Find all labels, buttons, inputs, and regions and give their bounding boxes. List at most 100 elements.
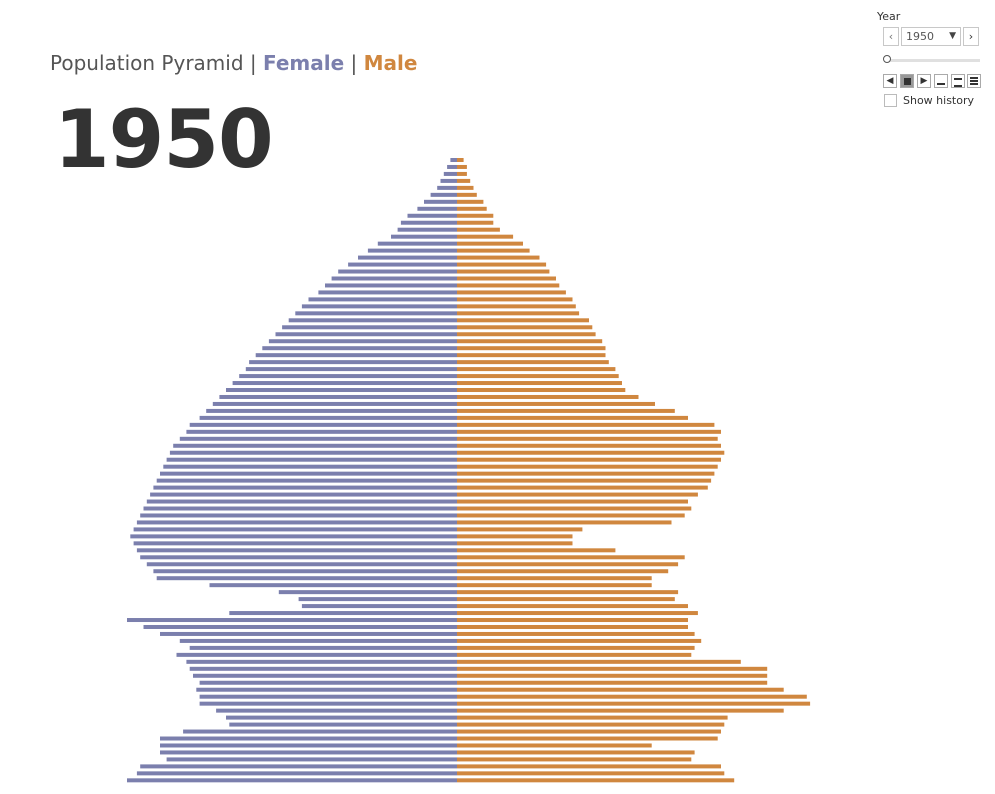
male-bar	[457, 443, 721, 448]
female-bar	[193, 673, 457, 678]
female-bar	[160, 750, 457, 755]
male-bar	[457, 158, 464, 162]
male-bar	[457, 729, 721, 734]
male-bar	[457, 381, 622, 386]
female-bar	[262, 346, 457, 351]
male-bar	[457, 541, 573, 546]
speed-medium-icon[interactable]	[951, 74, 965, 88]
female-bar	[440, 178, 457, 183]
year-slider-track[interactable]	[887, 59, 980, 62]
male-bar	[457, 778, 735, 783]
male-bar	[457, 464, 718, 469]
female-bar	[295, 311, 457, 316]
male-bar	[457, 178, 471, 183]
female-bar	[377, 241, 457, 246]
female-bar	[308, 297, 457, 302]
female-bar	[140, 513, 457, 518]
female-bar	[153, 485, 457, 490]
stop-icon[interactable]	[900, 74, 914, 88]
male-bar	[457, 367, 616, 372]
male-bar	[457, 401, 655, 406]
year-select[interactable]: 1950 ▼	[901, 27, 961, 46]
female-bar	[219, 394, 457, 399]
male-bar	[457, 220, 494, 225]
female-bar	[160, 736, 457, 741]
male-bar	[457, 353, 606, 358]
female-bar	[407, 213, 457, 218]
male-bar	[457, 499, 688, 504]
male-bar	[457, 485, 708, 490]
male-bar	[457, 708, 784, 713]
female-bar	[391, 234, 457, 239]
play-backward-icon[interactable]: ◀	[883, 74, 897, 88]
show-history-checkbox[interactable]	[884, 94, 897, 107]
female-bar	[199, 680, 457, 685]
male-bar	[457, 290, 566, 295]
female-bar	[160, 631, 457, 636]
female-bar	[133, 541, 457, 546]
female-bar	[146, 562, 458, 567]
female-bar	[239, 374, 457, 379]
female-bar	[229, 611, 457, 616]
male-bar	[457, 422, 715, 427]
year-slider-handle[interactable]	[883, 55, 891, 63]
female-bar	[400, 220, 457, 225]
male-bar	[457, 339, 603, 344]
male-bar	[457, 213, 494, 218]
male-bar	[457, 527, 583, 532]
female-bar	[417, 206, 457, 211]
male-bar	[457, 534, 573, 539]
female-bar	[183, 729, 457, 734]
female-bar	[443, 171, 457, 176]
speed-fast-icon[interactable]	[967, 74, 981, 88]
chevron-right-icon[interactable]: ›	[963, 27, 979, 46]
male-bar	[457, 638, 702, 643]
male-bar	[457, 506, 692, 511]
female-bar	[156, 576, 457, 581]
female-bar	[206, 408, 457, 413]
male-bar	[457, 346, 606, 351]
male-bar	[457, 520, 672, 525]
male-bar	[457, 360, 609, 365]
female-bar	[153, 569, 457, 574]
male-bar	[457, 673, 768, 678]
female-bar	[176, 652, 457, 657]
title-separator: |	[350, 51, 358, 75]
male-bar	[457, 429, 721, 434]
female-bar	[143, 624, 457, 629]
female-bar	[331, 276, 457, 281]
chevron-left-icon[interactable]: ‹	[883, 27, 899, 46]
male-bar	[457, 450, 725, 455]
male-bar	[457, 513, 685, 518]
male-bar	[457, 652, 692, 657]
female-bar	[301, 604, 457, 609]
female-bar	[146, 499, 458, 504]
male-bar	[457, 248, 530, 253]
female-bar	[136, 771, 457, 776]
male-bar	[457, 666, 768, 671]
female-bar	[166, 757, 457, 762]
male-bar	[457, 192, 477, 197]
male-bar	[457, 645, 695, 650]
play-forward-icon[interactable]: ▶	[917, 74, 931, 88]
female-bar	[338, 269, 457, 274]
female-bar	[278, 590, 457, 595]
male-bar	[457, 394, 639, 399]
male-bar	[457, 199, 484, 204]
male-bar	[457, 736, 718, 741]
male-bar	[457, 471, 715, 476]
speed-slow-icon[interactable]	[934, 74, 948, 88]
female-bar	[199, 694, 457, 699]
female-bar	[216, 708, 457, 713]
female-bar	[199, 415, 457, 420]
male-bar	[457, 388, 626, 393]
male-bar	[457, 171, 467, 176]
female-bar	[229, 722, 457, 727]
male-bar	[457, 311, 580, 316]
male-bar	[457, 374, 619, 379]
male-bar	[457, 318, 589, 323]
male-bar	[457, 562, 679, 567]
female-bar	[179, 638, 458, 643]
female-bar	[140, 764, 457, 769]
